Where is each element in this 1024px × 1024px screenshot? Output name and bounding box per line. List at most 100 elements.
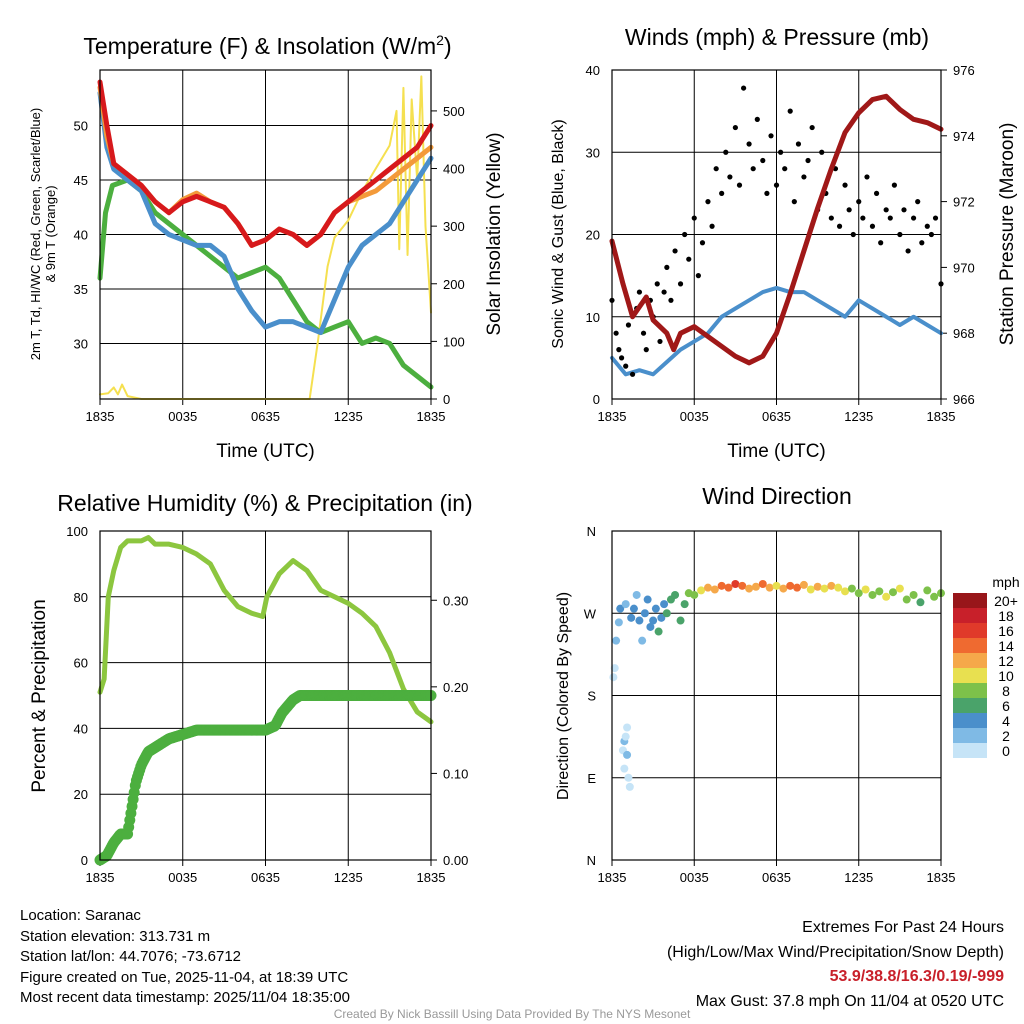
direction-point <box>638 636 647 645</box>
gust-point <box>760 157 766 164</box>
gust-point <box>842 182 848 188</box>
gust-point <box>791 199 797 205</box>
y-tick-label: 100 <box>66 524 88 539</box>
direction-point <box>703 583 712 592</box>
x-tick-label: 1235 <box>844 409 873 424</box>
series-2m-temperature <box>97 79 434 248</box>
gust-point <box>836 223 843 229</box>
gust-point <box>750 166 756 172</box>
y-tick-label: W <box>584 606 597 621</box>
colorbar-swatch <box>953 623 987 638</box>
direction-point <box>621 600 630 609</box>
gust-point <box>723 149 729 155</box>
y-tick-label: 20 <box>74 787 88 802</box>
credit-text: Created By Nick Bassill Using Data Provi… <box>333 1007 691 1021</box>
series-station-pressure <box>609 93 944 366</box>
footer-extremes: Extremes For Past 24 Hours (High/Low/Max… <box>667 916 1004 1014</box>
direction-point <box>758 580 767 589</box>
y-tick-label: 20 <box>586 228 600 243</box>
gust-point <box>625 322 632 328</box>
y-axis-label-line2: & 9m T (Orange) <box>43 185 58 282</box>
direction-point <box>841 587 850 596</box>
gust-point <box>741 85 747 91</box>
y2-tick-label: 0 <box>443 392 450 407</box>
direction-point <box>690 590 699 599</box>
direction-point <box>895 584 904 593</box>
direction-point <box>620 764 629 773</box>
gust-point <box>915 199 921 205</box>
direction-point <box>609 673 618 682</box>
elevation-text: Station elevation: 313.731 m <box>20 927 211 945</box>
gust-point <box>682 231 688 238</box>
recent-timestamp-text: Most recent data timestamp: 2025/11/04 1… <box>20 989 350 1006</box>
direction-point <box>793 583 802 592</box>
x-tick-label: 1835 <box>417 409 446 424</box>
gust-point <box>664 264 670 270</box>
y-tick-label: N <box>587 853 596 868</box>
gust-point <box>809 124 815 131</box>
gust-point <box>657 338 663 345</box>
y-tick-label: S <box>587 689 596 704</box>
y-tick-label: 30 <box>586 145 600 160</box>
gust-point <box>719 190 725 196</box>
direction-point <box>799 580 808 589</box>
direction-point <box>627 613 636 622</box>
y-axis-label: Direction (Colored By Speed) <box>555 592 572 800</box>
direction-point <box>710 585 719 594</box>
direction-point <box>680 600 689 609</box>
gust-point <box>686 256 692 262</box>
gust-point <box>699 240 706 246</box>
colorbar-label: 20+ <box>994 593 1018 609</box>
direction-point <box>657 613 666 622</box>
y-tick-label: E <box>587 771 596 786</box>
direction-point <box>731 580 740 589</box>
direction-point <box>614 618 623 627</box>
direction-point <box>660 600 669 609</box>
direction-point <box>854 589 863 598</box>
gust-point <box>787 108 793 114</box>
direction-point <box>909 590 918 599</box>
direction-point <box>697 586 706 595</box>
y2-tick-label: 968 <box>953 326 975 341</box>
gust-point <box>919 240 925 246</box>
x-tick-label: 0035 <box>680 870 709 885</box>
gust-point <box>869 223 876 229</box>
colorbar-swatch <box>953 728 987 743</box>
colorbar-swatch <box>953 698 987 713</box>
y2-tick-label: 300 <box>443 219 465 234</box>
colorbar-label: 14 <box>998 638 1014 654</box>
colorbar-label: 4 <box>1002 713 1010 729</box>
gust-point <box>878 240 884 246</box>
gust-point <box>778 149 784 155</box>
direction-point <box>813 582 822 591</box>
gust-point <box>905 248 911 254</box>
direction-point <box>632 590 641 599</box>
direction-point <box>923 586 932 595</box>
direction-point <box>751 582 760 591</box>
x-tick-label: 1835 <box>598 409 627 424</box>
y2-axis-label: Station Pressure (Maroon) <box>997 123 1018 346</box>
gust-point <box>618 355 625 361</box>
gust-point <box>736 182 743 188</box>
y2-tick-label: 0.10 <box>443 766 468 781</box>
direction-point <box>624 773 633 782</box>
direction-point <box>623 750 632 759</box>
colorbar-label: 2 <box>1002 728 1010 744</box>
gust-point <box>773 182 780 188</box>
y-tick-label: 80 <box>74 590 88 605</box>
colorbar-swatch <box>953 743 987 758</box>
footer-station-info: Location: Saranac Station elevation: 313… <box>20 906 350 1009</box>
direction-point <box>643 595 652 604</box>
direction-point <box>738 581 747 590</box>
x-tick-label: 0635 <box>762 409 791 424</box>
gust-point <box>873 190 880 196</box>
colorbar-label: 6 <box>1002 698 1010 714</box>
plot-frame <box>611 530 942 861</box>
gust-point <box>616 347 622 353</box>
gust-point <box>801 174 807 180</box>
y-tick-label: 0 <box>81 853 88 868</box>
gust-point <box>928 231 935 238</box>
gust-point <box>932 215 939 221</box>
gust-point <box>672 248 678 254</box>
